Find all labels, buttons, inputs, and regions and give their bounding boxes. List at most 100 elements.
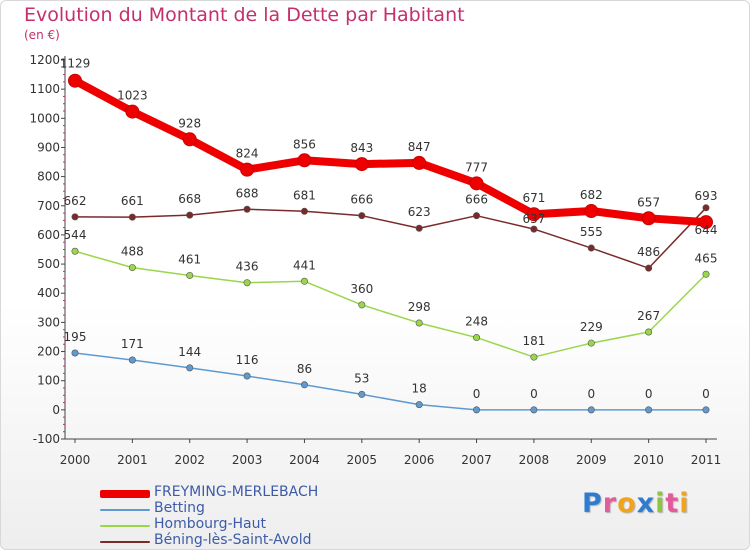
data-label: 0 (587, 387, 595, 401)
data-label: 544 (64, 228, 87, 242)
data-point (641, 211, 656, 226)
data-label: 465 (695, 251, 718, 265)
data-point (243, 205, 251, 213)
data-label: 623 (408, 205, 431, 219)
x-tick-label: 2009 (576, 453, 607, 467)
data-label: 644 (695, 223, 718, 237)
data-point (473, 334, 481, 342)
data-point (530, 353, 538, 361)
data-point (702, 270, 710, 278)
data-point (354, 157, 369, 172)
data-label: 248 (465, 315, 488, 329)
data-label: 298 (408, 300, 431, 314)
data-point (71, 349, 79, 357)
data-point (587, 339, 595, 347)
data-label: 688 (236, 186, 259, 200)
data-label: 856 (293, 137, 316, 151)
data-point (68, 73, 82, 88)
data-point (186, 211, 194, 219)
series-line (74, 352, 707, 411)
y-tick-label: 500 (37, 257, 60, 271)
data-point (186, 364, 194, 372)
x-tick-label: 2006 (404, 453, 435, 467)
data-point (300, 277, 308, 285)
data-point (702, 204, 710, 212)
data-label: 682 (580, 188, 603, 202)
data-point (645, 406, 653, 414)
legend-swatch (100, 509, 150, 511)
data-point (526, 207, 541, 222)
data-label: 668 (178, 192, 201, 206)
data-point (645, 264, 653, 272)
data-label: 1129 (60, 57, 91, 71)
data-label: 461 (178, 252, 201, 266)
legend-item: Betting (100, 500, 360, 517)
legend-item: Hombourg-Haut (100, 516, 360, 533)
x-tick-label: 2011 (691, 453, 722, 467)
data-label: 681 (293, 188, 316, 202)
data-label: 555 (580, 225, 603, 239)
legend-label: FREYMING-MERLEBACH (154, 484, 319, 500)
data-label: 229 (580, 320, 603, 334)
data-label: 116 (236, 353, 259, 367)
data-label: 360 (350, 282, 373, 296)
data-label: 486 (637, 245, 660, 259)
data-label: 666 (465, 193, 488, 207)
data-label: 144 (178, 345, 201, 359)
y-tick-label: 600 (37, 228, 60, 242)
data-label: 181 (522, 334, 545, 348)
legend-label: Hombourg-Haut (154, 516, 266, 532)
data-label: 847 (408, 140, 431, 154)
data-point (71, 213, 79, 221)
data-label: 436 (236, 260, 259, 274)
data-point (473, 212, 481, 220)
data-point (240, 162, 255, 177)
data-point (182, 132, 197, 147)
data-point (358, 390, 366, 398)
data-point (587, 406, 595, 414)
data-point (699, 215, 713, 230)
data-label: 666 (350, 193, 373, 207)
data-point (358, 212, 366, 220)
data-point (530, 225, 538, 233)
data-label: 171 (121, 337, 144, 351)
y-tick-label: 1200 (29, 53, 60, 67)
x-tick-label: 2007 (461, 453, 492, 467)
data-point (415, 319, 423, 327)
data-label: 657 (637, 195, 660, 209)
data-label: 53 (354, 371, 369, 385)
data-point (584, 204, 599, 219)
y-tick-label: 1000 (29, 111, 60, 125)
data-label: 18 (412, 382, 427, 396)
legend-swatch (100, 525, 150, 527)
y-tick-label: 200 (37, 345, 60, 359)
data-point (297, 153, 312, 168)
x-tick-label: 2001 (117, 453, 148, 467)
series-line (74, 207, 707, 269)
data-point (186, 271, 194, 279)
y-tick-label: 100 (37, 374, 60, 388)
data-label: 777 (465, 160, 488, 174)
data-point (300, 207, 308, 215)
legend: FREYMING-MERLEBACH Betting Hombourg-Haut Bé… (100, 484, 360, 549)
legend-label: Béning-lès-Saint-Avold (154, 532, 312, 548)
data-point (71, 247, 79, 255)
data-point (645, 328, 653, 336)
legend-swatch (100, 490, 150, 498)
legend-item: Béning-lès-Saint-Avold (100, 532, 360, 549)
legend-item: FREYMING-MERLEBACH (100, 484, 360, 501)
data-label: 0 (645, 387, 653, 401)
data-point (415, 224, 423, 232)
y-tick-label: 800 (37, 170, 60, 184)
data-point (243, 372, 251, 380)
x-tick-label: 2004 (289, 453, 320, 467)
data-label: 693 (695, 189, 718, 203)
data-label: 1023 (117, 89, 148, 103)
x-tick-label: 2000 (60, 453, 91, 467)
legend-label: Betting (154, 500, 205, 516)
data-point (412, 155, 427, 170)
series-line (71, 76, 710, 227)
data-label: 86 (297, 362, 312, 376)
data-point (243, 279, 251, 287)
